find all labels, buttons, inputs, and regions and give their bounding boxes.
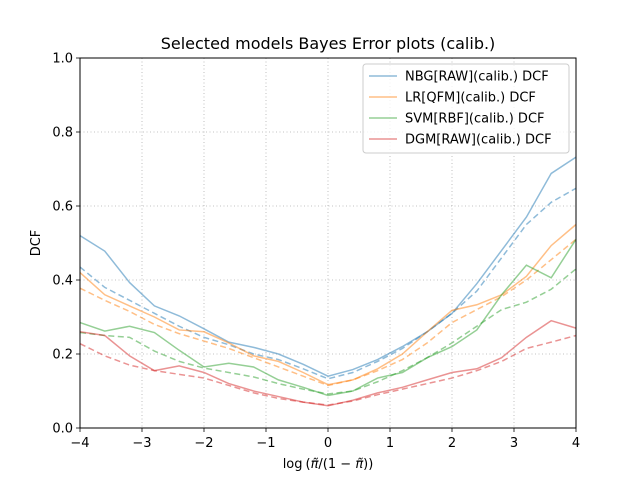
chart-title: Selected models Bayes Error plots (calib… bbox=[161, 34, 496, 53]
legend: NBG[RAW](calib.) DCF LR[QFM](calib.) DCF S… bbox=[362, 63, 570, 154]
plot-area bbox=[79, 156, 577, 407]
x-tick-label: 1 bbox=[386, 436, 394, 451]
x-axis-label-open: ( bbox=[306, 457, 311, 472]
legend-label-1: LR[QFM](calib.) DCF bbox=[405, 91, 536, 106]
legend-label-0: NBG[RAW](calib.) DCF bbox=[405, 70, 549, 85]
series-line-solid-0 bbox=[79, 156, 577, 377]
y-tick-label: 0.8 bbox=[52, 126, 73, 141]
x-tick-label: −1 bbox=[256, 436, 275, 451]
x-tick-label: 0 bbox=[324, 436, 332, 451]
series-line-solid-2 bbox=[79, 238, 577, 397]
legend-label-2: SVM[RBF](calib.) DCF bbox=[405, 112, 545, 127]
x-axis-label: log (π̃/(1 − π̃)) bbox=[283, 457, 374, 472]
y-tick-label: 0.0 bbox=[52, 422, 73, 437]
x-tick-label: −2 bbox=[194, 436, 213, 451]
x-tick-label: −3 bbox=[132, 436, 151, 451]
x-axis-label-pi-2: π̃ bbox=[355, 457, 363, 472]
axis-ticks: −4 −3 −2 −1 0 1 2 3 4 0.0 0.2 0.4 0.6 0.8 1.0 bbox=[52, 52, 580, 452]
legend-frame bbox=[362, 63, 570, 154]
series-line-dashed-2 bbox=[79, 268, 577, 395]
x-tick-label: 2 bbox=[448, 436, 456, 451]
series-line-solid-1 bbox=[79, 223, 577, 386]
x-axis-label-pi: π̃ bbox=[311, 457, 319, 472]
x-axis-label-log: log bbox=[283, 457, 303, 472]
x-axis-label-mid: /(1 − bbox=[318, 457, 355, 472]
legend-label-3: DGM[RAW](calib.) DCF bbox=[405, 133, 552, 148]
x-tick-label: −4 bbox=[70, 436, 89, 451]
x-tick-label: 3 bbox=[510, 436, 518, 451]
series-line-solid-3 bbox=[79, 319, 577, 407]
y-tick-label: 0.6 bbox=[52, 200, 73, 215]
x-axis-label-close: )) bbox=[363, 457, 373, 472]
y-axis-label: DCF bbox=[29, 230, 44, 257]
series-line-dashed-0 bbox=[79, 187, 577, 380]
y-tick-label: 1.0 bbox=[52, 52, 73, 67]
y-tick-label: 0.2 bbox=[52, 348, 73, 363]
x-tick-label: 4 bbox=[572, 436, 580, 451]
y-tick-label: 0.4 bbox=[52, 274, 73, 289]
